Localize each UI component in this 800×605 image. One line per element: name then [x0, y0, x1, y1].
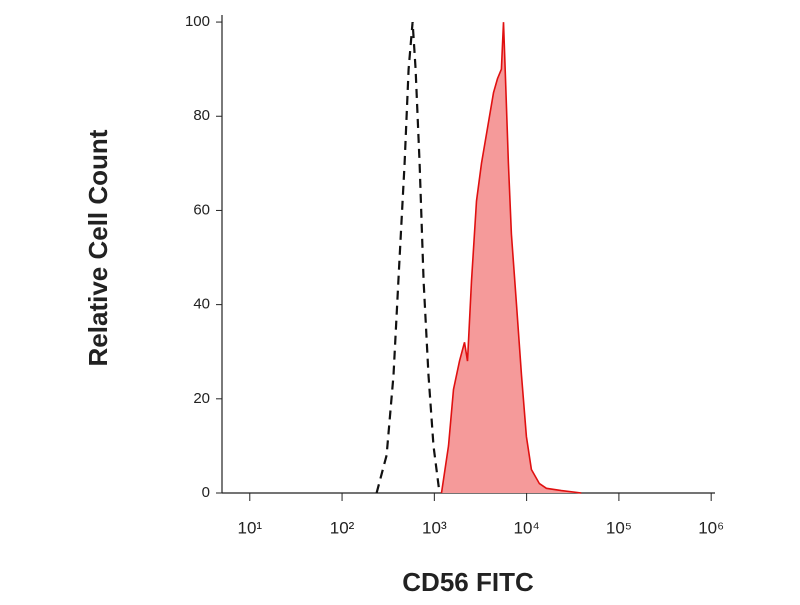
y-tick-label: 100: [185, 13, 210, 30]
x-axis-label: CD56 FITC: [402, 567, 534, 597]
y-tick-label: 60: [193, 201, 210, 218]
x-tick-label: 10⁵: [606, 518, 632, 537]
x-tick-label: 10¹: [237, 518, 262, 537]
x-tick-label: 10⁴: [514, 518, 540, 537]
y-tick-label: 40: [193, 296, 210, 313]
x-tick-label: 10⁶: [698, 518, 724, 537]
y-tick-label: 20: [193, 390, 210, 407]
y-axis-label: Relative Cell Count: [83, 129, 113, 366]
area: [441, 22, 582, 493]
line: [440, 22, 582, 494]
line: [375, 22, 441, 494]
y-tick-label: 0: [202, 484, 210, 501]
x-tick-label: 10²: [330, 518, 355, 537]
y-tick-label: 80: [193, 107, 210, 124]
x-tick-label: 10³: [422, 518, 447, 537]
